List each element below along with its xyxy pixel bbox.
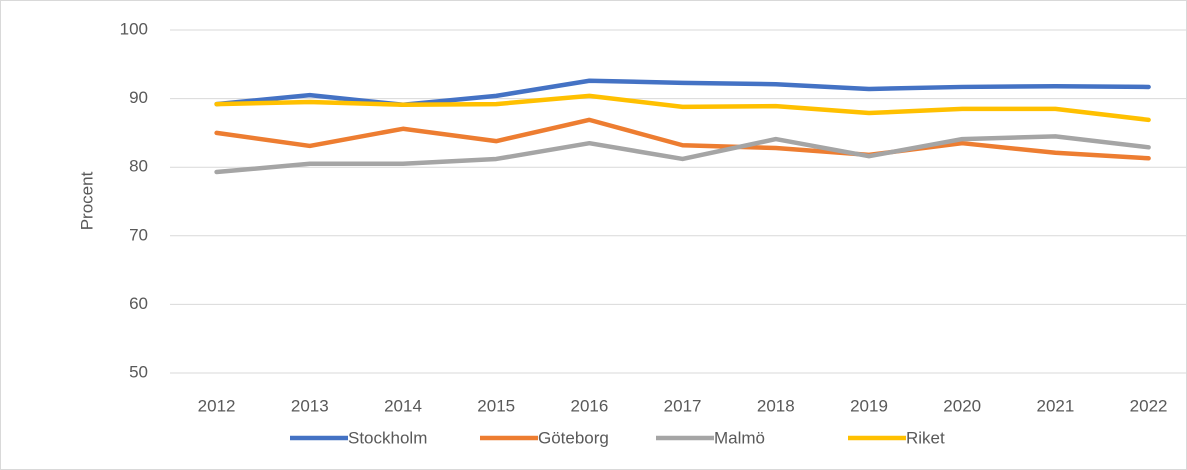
series-line <box>214 117 1151 161</box>
x-tick-label: 2015 <box>477 396 515 415</box>
y-tick-label: 100 <box>120 19 148 38</box>
legend-label: Riket <box>906 428 945 447</box>
x-tick-label: 2021 <box>1036 396 1074 415</box>
legend-label: Malmö <box>714 428 765 447</box>
x-tick-label: 2014 <box>384 396 422 415</box>
y-tick-label: 80 <box>129 157 148 176</box>
x-tick-label: 2019 <box>850 396 888 415</box>
y-tick-label: 90 <box>129 88 148 107</box>
x-tick-label: 2013 <box>291 396 329 415</box>
x-tick-label: 2022 <box>1130 396 1168 415</box>
series-line <box>214 78 1151 108</box>
x-tick-label: 2016 <box>570 396 608 415</box>
legend-label: Göteborg <box>538 428 609 447</box>
x-tick-label: 2018 <box>757 396 795 415</box>
y-tick-label: 50 <box>129 362 148 381</box>
series-line <box>214 93 1151 123</box>
x-tick-label: 2012 <box>198 396 236 415</box>
legend-label: Stockholm <box>348 428 427 447</box>
x-tick-label: 2017 <box>664 396 702 415</box>
y-tick-label: 70 <box>129 225 148 244</box>
x-tick-label: 2020 <box>943 396 981 415</box>
series-line <box>214 134 1151 175</box>
y-axis-label: Procent <box>77 171 96 230</box>
y-tick-label: 60 <box>129 294 148 313</box>
